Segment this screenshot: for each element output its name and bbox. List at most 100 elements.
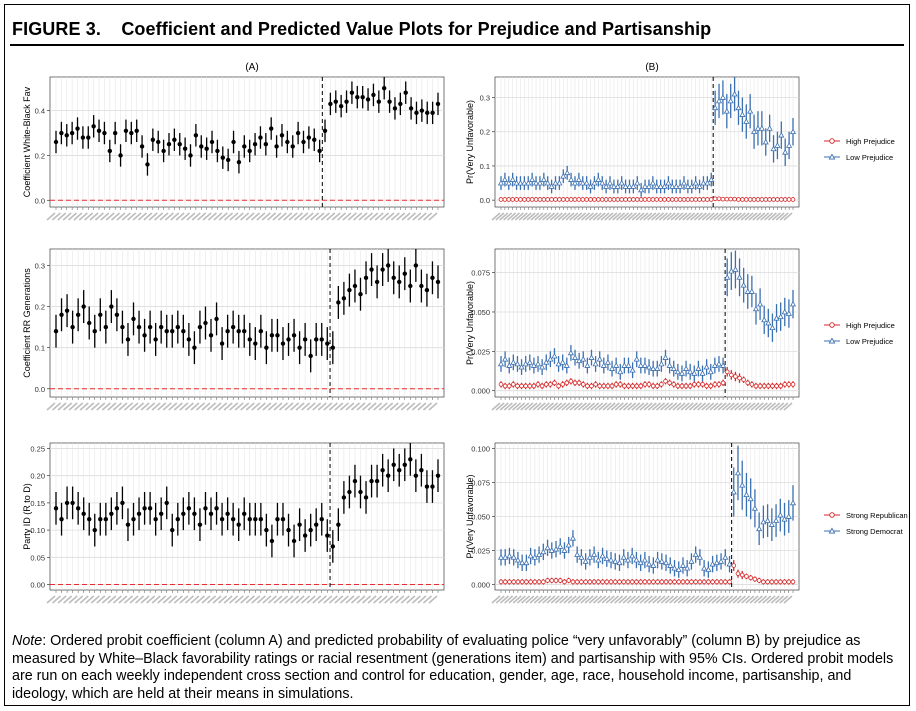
a2-point bbox=[391, 275, 396, 280]
b1-point bbox=[571, 179, 579, 186]
a3-xtick-label bbox=[400, 595, 410, 604]
b3-xtick-label bbox=[512, 595, 522, 604]
b1-xtick-label bbox=[674, 212, 684, 221]
a1-xtick-label bbox=[406, 212, 417, 221]
b3-xtick-label bbox=[775, 595, 785, 604]
b1-point bbox=[739, 111, 746, 117]
a3-xtick-label bbox=[256, 595, 266, 604]
a2-xtick-label bbox=[201, 402, 211, 411]
a1-xtick-label bbox=[164, 212, 174, 221]
b2-xtick-label bbox=[664, 402, 674, 411]
b3-point bbox=[540, 548, 547, 555]
a1-xtick-label bbox=[256, 212, 266, 221]
b3-point bbox=[744, 574, 749, 579]
figure-title: FIGURE 3. Coefficient and Predicted Valu… bbox=[12, 19, 711, 40]
a2-xtick-label bbox=[328, 402, 338, 411]
b3-point bbox=[672, 579, 677, 585]
a3-xtick-label bbox=[146, 595, 156, 604]
a1-xtick-label bbox=[358, 212, 368, 221]
b1-xtick-label bbox=[577, 212, 587, 221]
b1-point bbox=[505, 179, 512, 186]
a2-point bbox=[219, 341, 225, 346]
a1-xtick-label bbox=[100, 212, 110, 221]
b3-point bbox=[607, 556, 615, 563]
b3-point bbox=[659, 579, 665, 585]
b3-series-1 bbox=[497, 445, 797, 578]
a3-point bbox=[181, 511, 186, 516]
b3-point bbox=[696, 554, 703, 560]
b3-point bbox=[634, 579, 639, 585]
b1-point bbox=[564, 169, 571, 176]
a1-point bbox=[182, 146, 188, 151]
a3-xtick-label bbox=[395, 595, 405, 604]
b1-point bbox=[532, 179, 540, 186]
b1-point bbox=[719, 94, 726, 100]
a1-point bbox=[53, 139, 59, 145]
a3-xtick-label bbox=[278, 595, 289, 604]
b3-xtick-label bbox=[766, 595, 776, 604]
a2-point bbox=[430, 275, 435, 280]
a2-point bbox=[330, 345, 336, 350]
a3-xtick-label bbox=[306, 595, 316, 604]
b2-point bbox=[556, 383, 561, 389]
b3-xtick-label bbox=[614, 595, 624, 604]
b3-xtick-label bbox=[728, 595, 738, 604]
b1-xtick-label bbox=[604, 212, 614, 221]
b1-xtick-label bbox=[658, 212, 668, 221]
a3-point bbox=[208, 511, 214, 516]
a1-point bbox=[419, 108, 425, 113]
b2-series-0 bbox=[498, 367, 796, 390]
b2-xtick-label bbox=[512, 402, 522, 411]
a1-xtick-label bbox=[94, 212, 104, 221]
a3-point bbox=[247, 517, 252, 522]
a3-point bbox=[197, 522, 203, 527]
b3-xtick-label bbox=[690, 595, 700, 604]
b1-xtick-label bbox=[491, 212, 501, 221]
a3-xtick-label bbox=[334, 595, 344, 604]
a2-point bbox=[302, 337, 308, 342]
b1-point bbox=[541, 197, 547, 202]
b1-point bbox=[712, 104, 719, 111]
a1-xtick-label bbox=[154, 212, 164, 221]
b3-point bbox=[561, 547, 568, 553]
a2-point bbox=[158, 324, 164, 330]
b1-point bbox=[619, 197, 624, 202]
b1-point bbox=[779, 197, 784, 202]
b2-point bbox=[547, 355, 554, 362]
a1-point bbox=[301, 139, 306, 145]
a1-point bbox=[279, 133, 285, 138]
b2-point bbox=[687, 383, 693, 389]
a3-point bbox=[258, 517, 264, 522]
b3-point bbox=[786, 579, 792, 585]
b1-point bbox=[649, 179, 656, 186]
a1-point bbox=[263, 142, 269, 147]
b2-point bbox=[589, 383, 594, 389]
b2-point bbox=[608, 365, 616, 371]
b1-point bbox=[536, 179, 544, 186]
b3-xtick-label bbox=[546, 595, 556, 604]
b1-xtick-label bbox=[775, 212, 785, 221]
b1-point bbox=[728, 196, 734, 202]
b3-point bbox=[511, 579, 516, 585]
b1-xtick-label bbox=[619, 212, 630, 221]
b1-point bbox=[681, 197, 687, 202]
b1-point bbox=[501, 176, 508, 182]
b3-point bbox=[697, 579, 703, 585]
a3-point bbox=[291, 538, 297, 544]
b2-xtick-label bbox=[623, 402, 633, 411]
b2-point bbox=[745, 380, 751, 386]
b1-point bbox=[747, 197, 753, 202]
a1-xtick-label bbox=[127, 212, 137, 221]
a1-point bbox=[376, 99, 382, 104]
a1-xtick-label bbox=[207, 212, 217, 221]
a1-point bbox=[112, 130, 118, 136]
b1-xtick-label bbox=[612, 212, 622, 221]
a3-point bbox=[275, 517, 280, 522]
b2-xtick-label bbox=[553, 402, 563, 411]
b3-xtick-label bbox=[648, 595, 658, 604]
a2-point bbox=[269, 333, 275, 338]
b3-point bbox=[612, 558, 619, 564]
b3-point bbox=[679, 562, 687, 568]
b2-point bbox=[563, 362, 570, 368]
a2-point bbox=[109, 304, 114, 309]
